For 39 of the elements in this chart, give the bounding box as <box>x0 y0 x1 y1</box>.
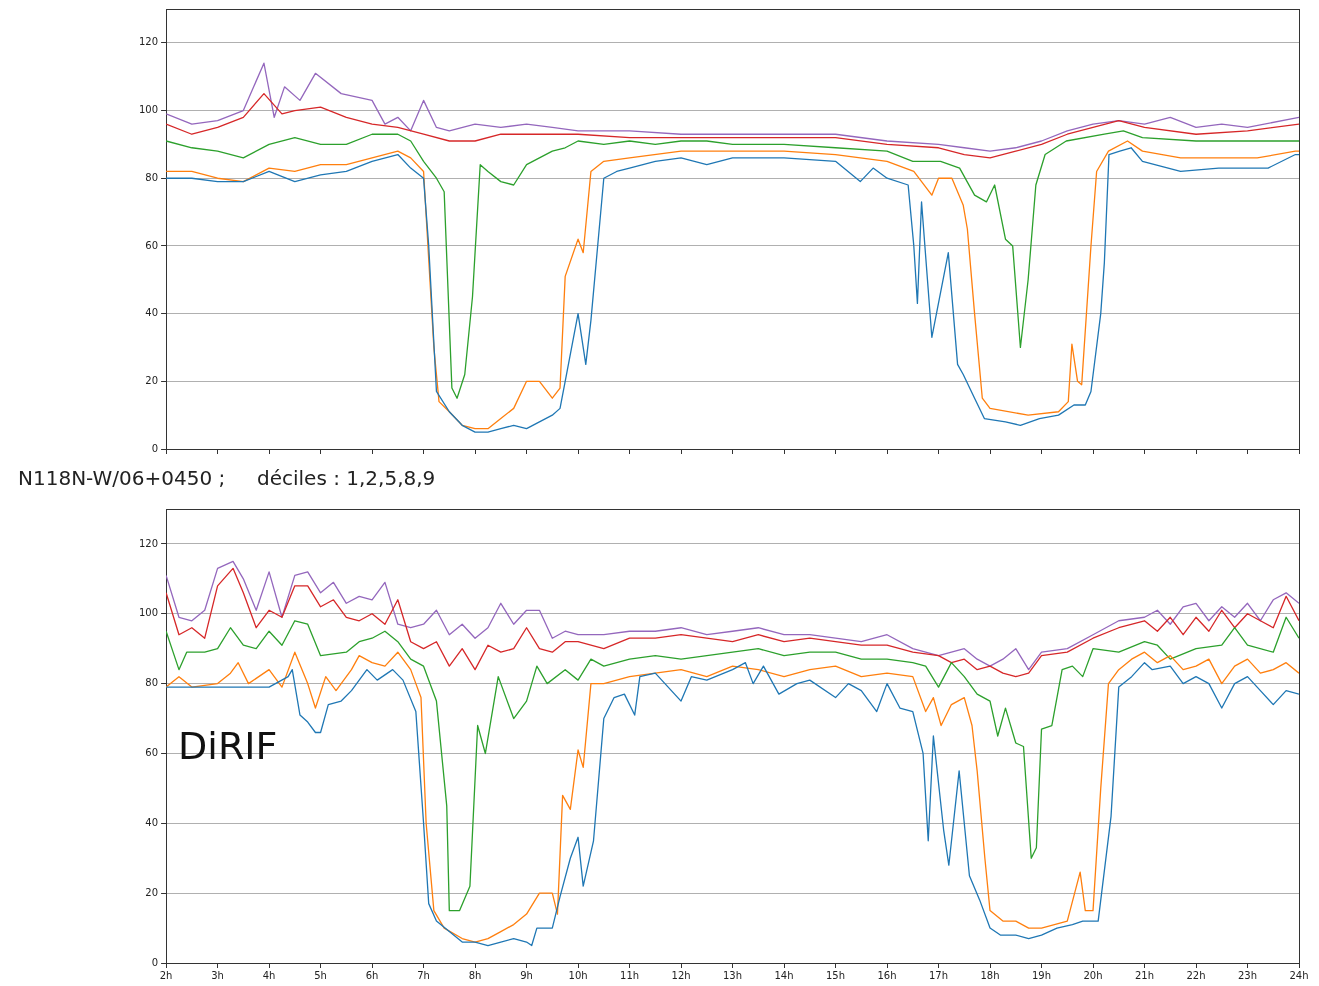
x-tick-label: 17h <box>929 969 949 981</box>
y-tick-label: 60 <box>145 747 159 759</box>
x-tick-label: 14h <box>774 969 794 981</box>
y-tick-label: 100 <box>138 607 159 619</box>
y-tick-label: 40 <box>145 816 159 828</box>
x-tick-label: 23h <box>1237 969 1258 981</box>
x-tick-label: 21h <box>1134 969 1155 981</box>
chart-title: N118N-W/06+0450 ; déciles : 1,2,5,8,9 <box>17 465 437 492</box>
y-tick-label: 100 <box>138 104 159 116</box>
x-tick-label: 3h <box>211 969 224 981</box>
y-tick-label: 120 <box>138 36 159 48</box>
x-tick-label: 2h <box>159 969 173 981</box>
x-tick-label: 12h <box>671 969 691 981</box>
y-tick-label: 0 <box>151 442 159 454</box>
annotation: DiRIF <box>178 723 278 768</box>
y-tick-label: 120 <box>138 537 159 549</box>
x-tick-label: 10h <box>568 969 588 981</box>
y-tick-label: 0 <box>151 956 159 968</box>
x-tick-label: 7h <box>417 969 430 981</box>
y-tick-label: 60 <box>145 239 159 251</box>
y-tick-label: 20 <box>145 886 159 898</box>
x-tick-label: 18h <box>980 969 1000 981</box>
x-tick-label: 5h <box>314 969 327 981</box>
x-tick-label: 6h <box>365 969 379 981</box>
y-tick-label: 80 <box>145 171 159 183</box>
x-tick-label: 24h <box>1289 969 1309 981</box>
x-tick-label: 20h <box>1083 969 1103 981</box>
x-tick-label: 22h <box>1186 969 1206 981</box>
x-tick-label: 8h <box>468 969 482 981</box>
x-tick-label: 16h <box>877 969 897 981</box>
x-tick-label: 4h <box>262 969 276 981</box>
x-tick-label: 19h <box>1031 969 1052 981</box>
y-tick-label: 80 <box>145 677 159 689</box>
y-tick-label: 40 <box>145 307 159 319</box>
x-tick-label: 13h <box>723 969 743 981</box>
x-tick-label: 11h <box>620 969 640 981</box>
x-tick-label: 15h <box>826 969 846 981</box>
y-tick-label: 20 <box>145 374 159 386</box>
x-tick-label: 9h <box>520 969 533 981</box>
